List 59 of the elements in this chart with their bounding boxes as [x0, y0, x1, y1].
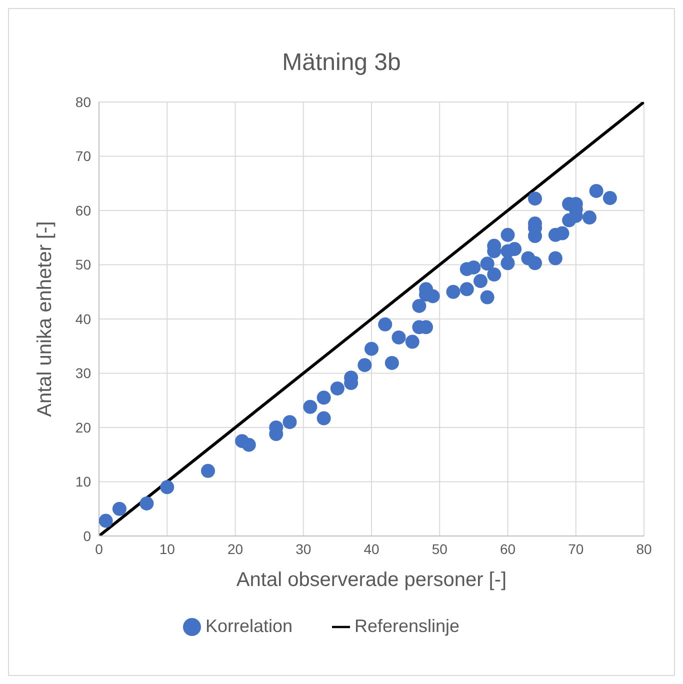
point	[500, 256, 515, 270]
point	[316, 390, 331, 405]
point	[405, 334, 420, 349]
point	[446, 284, 460, 299]
point	[589, 184, 604, 198]
x-tick-label: 0	[95, 540, 104, 557]
point	[582, 210, 596, 225]
x-tick-label: 70	[568, 540, 584, 557]
point	[480, 256, 494, 271]
point	[466, 260, 481, 274]
point	[282, 415, 297, 430]
x-tick-label: 50	[432, 540, 448, 557]
y-tick-label: 10	[75, 474, 92, 490]
legend-label: Korrelation	[205, 616, 292, 636]
x-tick-label: 40	[364, 540, 380, 557]
y-tick-label: 80	[75, 94, 92, 110]
x-tick-label: 20	[227, 540, 244, 557]
point	[201, 464, 215, 478]
point	[426, 289, 440, 304]
x-axis-title: Antal observerade personer [-]	[236, 569, 507, 591]
y-tick-label: 40	[75, 310, 92, 327]
legend-label: Referenslinje	[354, 616, 460, 636]
y-tick-label: 70	[75, 148, 92, 164]
x-tick-label: 30	[296, 540, 312, 557]
x-tick-label: 80	[636, 540, 652, 557]
point	[160, 480, 174, 494]
point	[384, 356, 399, 370]
y-tick-label: 20	[75, 419, 92, 436]
point	[412, 298, 426, 313]
point	[378, 317, 392, 332]
point	[112, 502, 126, 516]
point	[602, 191, 617, 206]
point	[99, 514, 113, 528]
chart-title: Mätning 3b	[281, 49, 402, 77]
point	[140, 496, 154, 510]
y-tick-label: 0	[83, 528, 92, 544]
y-tick-label: 30	[75, 365, 92, 382]
point	[508, 242, 522, 256]
y-axis-title: Antal unika enheter [-]	[34, 221, 56, 417]
y-tick-label: 60	[75, 202, 92, 218]
point	[555, 226, 570, 240]
point	[364, 342, 378, 356]
point	[392, 330, 406, 344]
x-tick-label: 60	[500, 540, 516, 557]
point	[487, 268, 502, 282]
point	[460, 282, 474, 296]
point	[500, 228, 515, 242]
y-tick-label: 50	[75, 256, 92, 273]
point	[303, 400, 318, 414]
point	[316, 411, 331, 426]
point	[242, 438, 256, 452]
point	[548, 251, 562, 266]
point	[330, 381, 344, 396]
point	[474, 274, 488, 288]
point	[358, 358, 372, 372]
point	[480, 290, 494, 304]
point	[528, 192, 542, 206]
point	[528, 256, 542, 270]
x-tick-label: 10	[159, 540, 176, 557]
